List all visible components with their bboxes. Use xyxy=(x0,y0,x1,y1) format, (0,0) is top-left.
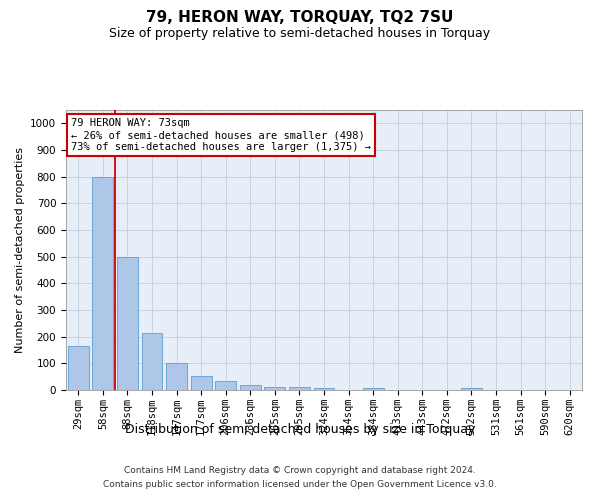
Text: 79 HERON WAY: 73sqm
← 26% of semi-detached houses are smaller (498)
73% of semi-: 79 HERON WAY: 73sqm ← 26% of semi-detach… xyxy=(71,118,371,152)
Bar xyxy=(265,386,286,390)
Bar xyxy=(240,385,261,390)
Bar xyxy=(215,380,236,390)
Bar xyxy=(92,176,113,390)
Bar xyxy=(191,376,212,390)
Text: Distribution of semi-detached houses by size in Torquay: Distribution of semi-detached houses by … xyxy=(125,422,475,436)
Bar xyxy=(68,346,89,390)
Bar xyxy=(461,388,482,390)
Bar xyxy=(314,388,334,390)
Bar xyxy=(142,332,163,390)
Bar xyxy=(362,388,383,390)
Text: Contains HM Land Registry data © Crown copyright and database right 2024.: Contains HM Land Registry data © Crown c… xyxy=(124,466,476,475)
Y-axis label: Number of semi-detached properties: Number of semi-detached properties xyxy=(14,147,25,353)
Bar xyxy=(166,364,187,390)
Text: Contains public sector information licensed under the Open Government Licence v3: Contains public sector information licen… xyxy=(103,480,497,489)
Bar xyxy=(289,388,310,390)
Text: Size of property relative to semi-detached houses in Torquay: Size of property relative to semi-detach… xyxy=(109,28,491,40)
Text: 79, HERON WAY, TORQUAY, TQ2 7SU: 79, HERON WAY, TORQUAY, TQ2 7SU xyxy=(146,10,454,25)
Bar xyxy=(117,256,138,390)
